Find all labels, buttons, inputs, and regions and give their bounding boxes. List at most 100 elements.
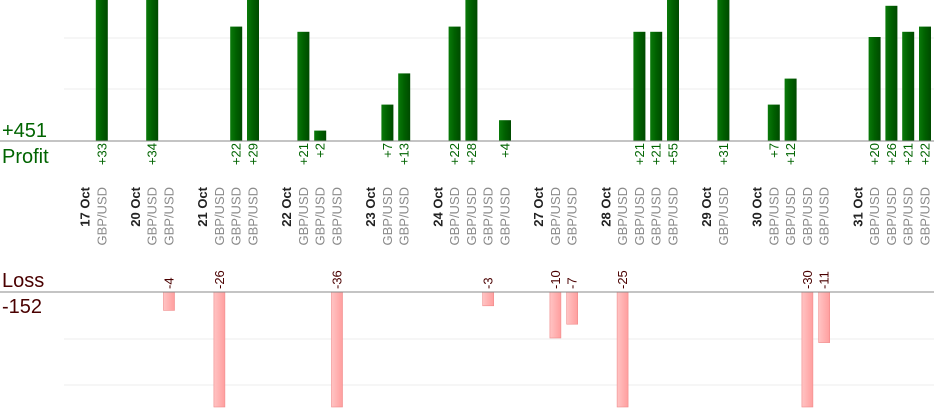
profit-value-label: +21 [649,143,664,165]
pair-label: GBP/USD [918,187,933,246]
profit-label: Profit [2,146,49,168]
loss-bar [801,291,814,408]
pair-label: GBP/USD [766,187,781,246]
pair-label: GBP/USD [632,187,647,246]
loss-bar [549,291,562,339]
loss-value-label: -4 [162,277,177,289]
pair-label: GBP/USD [649,187,664,246]
date-label: 27 Oct [531,186,546,226]
profit-bar [919,26,931,142]
pair-label: GBP/USD [867,187,882,246]
loss-value-label: -26 [212,270,227,289]
loss-value-label: -3 [481,277,496,289]
profit-value-label: +21 [632,143,647,165]
pair-label: GBP/USD [548,187,563,246]
pair-label: GBP/USD [565,187,580,246]
profit-bar [314,130,327,141]
pair-label: GBP/USD [901,187,916,246]
pair-label: GBP/USD [246,187,261,246]
loss-value-label: -10 [548,270,563,289]
profit-value-label: +13 [397,143,412,165]
loss-bar [818,291,831,343]
date-label: 24 Oct [430,186,445,226]
profit-value-label: +22 [447,143,462,165]
loss-value-label: -7 [565,277,580,289]
profit-value-label: +26 [884,143,899,165]
profit-bar [247,0,259,141]
profit-value-label: +22 [229,143,244,165]
profit-bar [297,31,310,141]
loss-bar [163,291,175,311]
loss-value-label: -36 [330,270,345,289]
pair-label: GBP/USD [296,187,311,246]
date-label: 23 Oct [363,186,378,226]
pair-label: GBP/USD [397,187,412,246]
profit-total: +451 [2,120,47,142]
pair-label: GBP/USD [464,187,479,246]
loss-total: -152 [2,296,42,318]
pair-label: GBP/USD [817,187,832,246]
profit-bar [381,104,394,141]
profit-value-label: +2 [313,143,328,158]
profit-bar [767,104,780,141]
pair-label: GBP/USD [380,187,395,246]
profit-value-label: +12 [783,143,798,165]
profit-bar [146,0,159,141]
profit-value-label: +21 [901,143,916,165]
loss-label: Loss [2,270,44,292]
loss-value-label: -11 [817,271,832,289]
pair-label: GBP/USD [162,187,177,246]
pair-label: GBP/USD [229,187,244,246]
profit-value-label: +33 [94,143,109,165]
pair-label: GBP/USD [330,187,345,246]
loss-bar [482,291,495,307]
profit-value-label: +34 [145,143,160,165]
date-label: 21 Oct [195,186,210,226]
pair-label: GBP/USD [716,187,731,246]
profit-value-label: +28 [464,143,479,165]
loss-bar [331,291,343,408]
date-label: 31 Oct [850,186,865,226]
date-label: 30 Oct [750,186,765,226]
pair-label: GBP/USD [313,187,328,246]
pair-label: GBP/USD [498,187,513,246]
profit-value-label: +4 [498,143,513,158]
profit-value-label: +21 [296,143,311,165]
date-label: 22 Oct [279,186,294,226]
pair-label: GBP/USD [481,187,496,246]
profit-value-label: +20 [867,143,882,165]
pair-label: GBP/USD [212,187,227,246]
date-label: 28 Oct [598,186,613,226]
profit-bar [95,0,108,141]
pair-label: GBP/USD [884,187,899,246]
profit-bar [398,73,411,141]
profit-bar [465,0,478,141]
pair-label: GBP/USD [615,187,630,246]
pair-label: GBP/USD [145,187,160,246]
profit-bar [885,5,898,141]
date-label: 17 Oct [78,186,93,226]
profit-bar [230,26,243,142]
loss-value-label: -25 [615,270,630,289]
profit-bar [499,120,511,141]
loss-bar [213,291,226,408]
pair-label: GBP/USD [783,187,798,246]
profit-bar [448,26,461,142]
loss-bar [566,291,579,325]
profit-value-label: +7 [766,143,781,158]
profit-value-label: +7 [380,143,395,158]
profit-bar [667,0,679,141]
profit-bar [902,31,915,141]
profit-bar [717,0,730,141]
profit-value-label: +29 [246,143,261,165]
date-label: 29 Oct [699,186,714,226]
profit-bar [650,31,663,141]
pair-label: GBP/USD [447,187,462,246]
pair-label: GBP/USD [800,187,815,246]
profit-value-label: +22 [918,143,933,165]
profit-bar [633,31,646,141]
loss-value-label: -30 [800,270,815,289]
profit-value-label: +31 [716,143,731,165]
loss-bar [616,291,629,408]
